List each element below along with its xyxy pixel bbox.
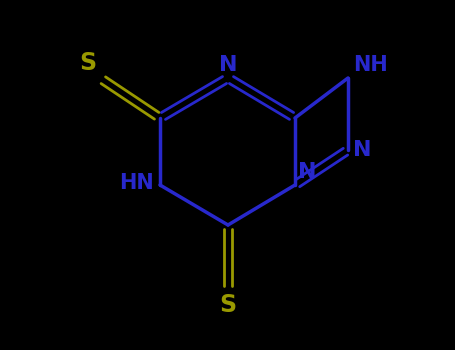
Text: HN: HN (119, 173, 154, 193)
Text: N: N (298, 162, 317, 182)
Text: NH: NH (353, 55, 388, 75)
Text: S: S (79, 51, 96, 75)
Text: N: N (219, 55, 237, 75)
Text: S: S (219, 293, 237, 317)
Text: N: N (353, 140, 371, 160)
